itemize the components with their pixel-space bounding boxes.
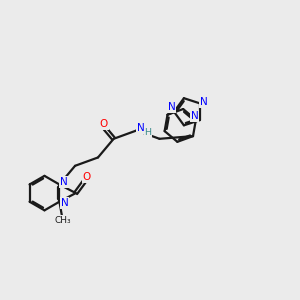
Text: H: H (144, 128, 151, 137)
Text: CH₃: CH₃ (55, 216, 72, 225)
Text: N: N (190, 111, 198, 121)
Text: N: N (200, 97, 207, 107)
Text: N: N (137, 123, 145, 133)
Text: O: O (82, 172, 91, 182)
Text: O: O (99, 119, 108, 129)
Text: N: N (168, 102, 176, 112)
Text: N: N (61, 198, 69, 208)
Text: N: N (60, 177, 68, 187)
